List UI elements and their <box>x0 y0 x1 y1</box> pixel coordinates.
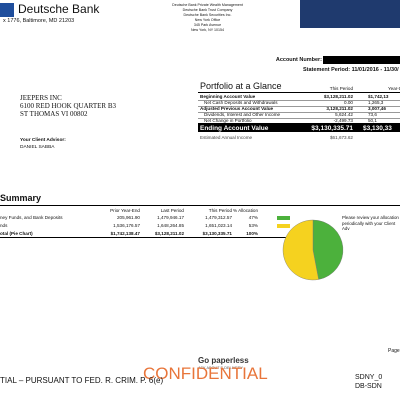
portfolio-title: Portfolio at a Glance <box>200 81 282 91</box>
column-header: This Period <box>329 86 353 91</box>
row-value: 0.00 <box>344 100 353 105</box>
statement-period: Statement Period: 11/01/2016 - 11/30/ <box>303 67 399 73</box>
advisor-label: Your Client Advisor: <box>20 138 66 143</box>
redaction <box>323 56 400 64</box>
column-header: Year-t <box>388 86 400 91</box>
advisor-name: DANIEL SABBA <box>20 145 55 150</box>
rule <box>0 205 400 206</box>
column-header: This Period <box>208 208 232 213</box>
bates-id: DB-SDN <box>355 383 382 390</box>
row-value: $3,130,335.71 <box>202 231 232 236</box>
logo-mark <box>0 3 14 17</box>
row-value: 73,6 <box>368 112 377 117</box>
row-label: ney Funds, and Bank Deposits <box>0 215 63 220</box>
column-header: Prior Year-End <box>110 208 140 213</box>
row-value: 100% <box>246 231 258 236</box>
pie-slice <box>312 219 344 280</box>
confidential-notice: TIAL – PURSUANT TO FED. R. CRIM. P. 6(e) <box>0 376 164 385</box>
recipient-line: 6100 RED HOOK QUARTER B3 <box>20 102 117 110</box>
confidential-stamp: CONFIDENTIAL <box>143 364 268 383</box>
pie-slice <box>282 219 319 281</box>
row-value: 205,961.90 <box>117 215 140 220</box>
row-label: Adjusted Previous Account Value <box>200 106 274 111</box>
ending-bar <box>198 123 400 132</box>
paperless: Go paperless <box>198 356 249 365</box>
row-value: 50,1 <box>368 118 377 123</box>
rule <box>0 237 332 238</box>
row-label: Ending Account Value <box>200 125 269 132</box>
row-value: $3,128,211.02 <box>323 94 353 99</box>
bates-id: SDNY_0 <box>355 374 383 381</box>
column-header: Last Period <box>160 208 184 213</box>
row-value: $1,742,13 <box>368 94 389 99</box>
column-header: % Allocation <box>232 208 258 213</box>
bank-info: Deutsche Bank Private Wealth Management D… <box>170 3 245 33</box>
edelivery: ASK ABOUT E-DELIVERY <box>198 366 244 370</box>
rule <box>198 92 400 93</box>
bank-info-line: Deutsche Bank Securities Inc. <box>183 13 232 17</box>
row-value: $3,130,33 <box>363 125 392 132</box>
row-value: 5,624.42 <box>335 112 353 117</box>
account-label: Account Number: <box>275 57 322 63</box>
row-label: Beginning Account Value <box>200 94 256 99</box>
bank-info-line: Deutsche Bank Private Wealth Management <box>172 3 243 7</box>
allocation-pie <box>282 219 344 281</box>
legend-swatch <box>277 215 290 220</box>
row-label: Estimated Annual Income <box>200 135 253 140</box>
row-value: 1,648,264.85 <box>157 223 184 228</box>
row-value: 1,265,3 <box>368 100 384 105</box>
row-value: -2,499.73 <box>333 118 353 123</box>
row-value: 3,007,46 <box>368 106 386 111</box>
row-label: Dividends, Interest and Other Income <box>204 112 281 117</box>
row-label: Net Cash Deposits and Withdrawals <box>204 100 278 105</box>
row-value: 53% <box>248 223 258 228</box>
row-value: $3,128,211.02 <box>154 231 184 236</box>
recipient: JEEPERS INC 6100 RED HOOK QUARTER B3 ST TH… <box>20 94 116 118</box>
recipient-line: JEEPERS INC <box>20 94 62 102</box>
recipient-line: ST THOMAS VI 00802 <box>20 110 88 118</box>
row-value: $1,742,138.47 <box>110 231 140 236</box>
row-label: Net Change in Portfolio <box>204 118 252 123</box>
bank-info-line: New York, NY 10154 <box>190 28 225 32</box>
row-value: $3,130,335.71 <box>311 125 353 132</box>
row-label: nds <box>0 223 8 228</box>
bank-info-line: New York Office <box>194 18 221 22</box>
row-value: 3,128,211.02 <box>326 106 353 111</box>
row-value: 1,651,023.14 <box>205 223 232 228</box>
row-label: otal (Pie Chart) <box>0 231 33 236</box>
brand: Deutsche Bank <box>18 2 100 16</box>
header-band <box>300 0 400 28</box>
row-value: 1,536,176.57 <box>113 223 140 228</box>
allocation-note: Please review your allocation periodical… <box>342 215 399 231</box>
row-value: 1,479,946.17 <box>157 215 184 220</box>
row-value: $61,673.62 <box>330 135 353 140</box>
bank-address: x 1776, Baltimore, MD 21203 <box>3 18 75 24</box>
row-value: 47% <box>248 215 258 220</box>
bank-info-line: Deutsche Bank Trust Company <box>182 8 233 12</box>
bank-info-line: 345 Park Avenue <box>193 23 222 27</box>
legend-swatch <box>277 223 290 228</box>
page-label: Page <box>388 348 400 354</box>
row-value: 1,479,312.57 <box>205 215 232 220</box>
summary-title: Summary <box>0 193 42 203</box>
